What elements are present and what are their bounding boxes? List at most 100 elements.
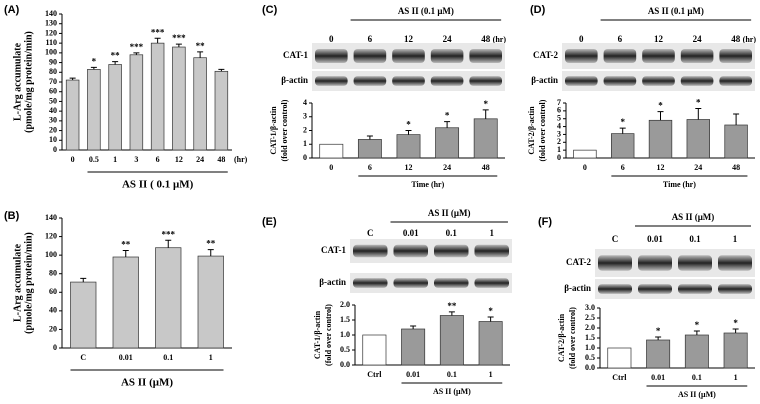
x-tick-label: 12 [175,155,183,164]
x-axis-label: AS II ( 0.1 μM) [122,179,194,191]
significance-label: * [445,111,450,121]
blot-row-label: β-actin [564,283,591,293]
error-bar [165,239,172,248]
significance-label: *** [162,229,176,239]
bar [573,149,597,159]
y-axis-label: CAT-2/β-actin [527,106,536,155]
y-tick-label: 40 [49,106,57,115]
blot-band [638,284,672,294]
blot-band [603,76,637,86]
blot-band [353,49,387,63]
y-tick-label: 0.0 [585,363,595,372]
error-bar [482,109,489,119]
error-bar [69,77,76,81]
bar [362,334,387,366]
bar [648,119,673,159]
x-tick-label: 24 [196,155,204,164]
y-tick-label: 1.0 [340,330,350,339]
y-axis-label: (fold over control) [280,99,289,161]
y-tick-label: 1 [303,139,307,148]
y-tick-label: 140 [45,213,57,222]
x-tick-label: 1 [209,353,213,362]
lane-label: C [367,228,374,238]
error-bar [693,330,700,335]
y-tick-label: 20 [49,125,57,134]
bar [129,54,144,151]
significance-label: ** [121,240,131,250]
lane-unit: (hr) [493,35,507,44]
blot-row-label: CAT-1 [283,50,309,60]
blot-band [598,255,632,271]
x-tick-label: 1 [489,370,493,379]
y-axis-label: (fold over control) [324,304,333,366]
x-tick-label: 24 [694,163,702,172]
error-bar [366,135,373,140]
error-bar [487,316,494,322]
x-tick-label: 6 [368,163,372,172]
blot-band [678,284,712,294]
error-bar [80,277,87,283]
lane-label: 0.01 [403,228,419,238]
blot-band [434,278,469,288]
significance-label: ** [206,239,216,249]
blot-header: AS II (μM) [672,212,715,222]
x-tick-label: 24 [443,163,451,172]
x-axis-label: AS II (μM) [678,390,716,399]
x-tick-label: 0.01 [406,370,420,379]
y-tick-label: 20 [49,324,57,333]
error-bar [405,130,412,135]
x-tick-label: 0.1 [447,370,457,379]
significance-label: * [733,318,738,328]
x-tick-label: 12 [657,163,665,172]
y-tick-label: 100 [45,250,57,259]
bar [686,119,710,159]
error-bar [732,328,739,333]
bar [319,143,344,159]
blot-band [315,49,348,63]
y-tick-label: 0.0 [340,360,350,369]
x-tick-label: 1 [113,155,117,164]
blot-band [565,49,598,63]
x-tick-label: 3 [134,155,138,164]
blot-band [638,255,672,271]
blot-row-label: CAT-2 [533,50,559,60]
y-tick-label: 80 [49,269,57,278]
blot-band [718,284,752,294]
y-tick-label: 100 [45,48,57,57]
x-axis-label: AS II (μM) [433,387,471,396]
bar [646,339,671,369]
error-bar [695,108,702,120]
significance-label: * [695,320,700,330]
y-tick-label: 10 [49,135,57,144]
significance-label: * [620,117,625,127]
x-tick-label: 0.1 [163,353,173,362]
y-tick-label: 120 [45,28,57,37]
x-tick-label: 0 [329,163,333,172]
x-tick-label: 0 [583,163,587,172]
x-tick-label: 48 [217,155,225,164]
x-axis-label: Time (hr) [411,180,444,189]
y-tick-label: 80 [49,67,57,76]
y-tick-label: 1.5 [585,333,595,342]
significance-label: * [658,101,663,111]
blot-band [392,49,425,63]
lane-label: 0.1 [689,234,701,244]
error-bar [410,325,417,329]
bar [214,70,229,151]
y-tick-label: 40 [49,306,57,315]
x-tick-label: 0 [71,155,75,164]
blot-band [434,244,469,258]
blot-band [598,284,632,294]
x-axis-label: Time (hr) [663,180,696,189]
significance-label: * [92,56,97,66]
y-axis-label: L-Arg accumulate [12,243,23,322]
bar [172,46,186,151]
y-tick-label: 2 [557,137,561,146]
significance-label: ** [447,301,457,311]
y-axis-label: (pmole/mg protein/min) [23,31,34,133]
panel-label: (B) [4,210,20,222]
bar [724,124,748,159]
panel-label: (C) [262,4,278,16]
